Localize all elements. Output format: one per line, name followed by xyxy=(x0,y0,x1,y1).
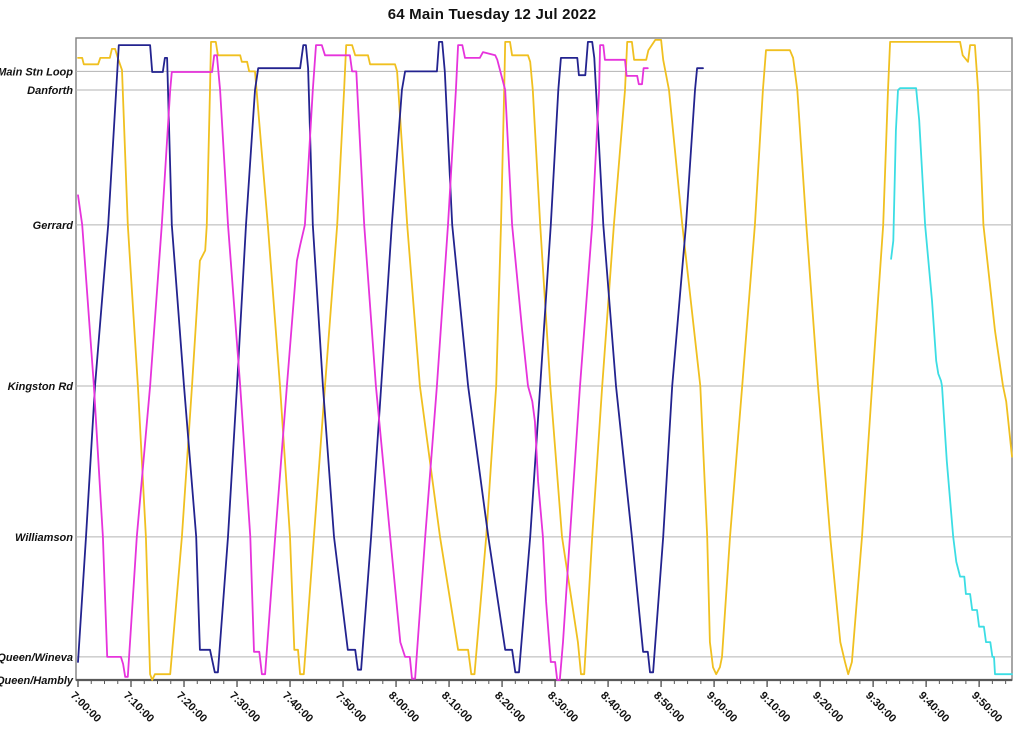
y-axis-label-6: Queen/Hambly xyxy=(0,675,74,687)
x-tick-label-12: 9:00:00 xyxy=(704,690,739,725)
x-tick-label-8: 8:20:00 xyxy=(492,690,527,725)
x-tick-label-14: 9:20:00 xyxy=(810,690,845,725)
x-tick-label-1: 7:10:00 xyxy=(121,690,156,725)
x-tick-label-2: 7:20:00 xyxy=(174,690,209,725)
plot-area xyxy=(75,37,1013,681)
x-tick-label-15: 9:30:00 xyxy=(863,690,898,725)
y-axis-label-0: Main Stn Loop xyxy=(0,66,73,78)
x-tick-label-13: 9:10:00 xyxy=(757,690,792,725)
series-run-magenta xyxy=(77,44,649,681)
x-tick-label-4: 7:40:00 xyxy=(280,690,315,725)
x-tick-label-6: 8:00:00 xyxy=(386,690,421,725)
x-tick-label-0: 7:00:00 xyxy=(68,690,103,725)
series-run-cyan xyxy=(890,87,1013,676)
y-axis-label-3: Kingston Rd xyxy=(8,381,74,393)
x-tick-label-7: 8:10:00 xyxy=(439,690,474,725)
x-tick-label-5: 7:50:00 xyxy=(333,690,368,725)
x-tick-label-10: 8:40:00 xyxy=(598,690,633,725)
y-axis-label-2: Gerrard xyxy=(33,220,74,232)
chart-title: 64 Main Tuesday 12 Jul 2022 xyxy=(387,6,597,23)
y-axis-label-5: Queen/Wineva xyxy=(0,652,73,664)
x-tick-label-11: 8:50:00 xyxy=(651,690,686,725)
x-tick-label-16: 9:40:00 xyxy=(916,690,951,725)
x-tick-label-9: 8:30:00 xyxy=(545,690,580,725)
series-run-gold xyxy=(77,39,1013,681)
y-axis-label-1: Danforth xyxy=(27,85,73,97)
series-run-navy xyxy=(77,41,704,674)
y-axis-label-4: Williamson xyxy=(15,532,73,544)
x-tick-label-3: 7:30:00 xyxy=(227,690,262,725)
x-tick-label-17: 9:50:00 xyxy=(969,690,1004,725)
